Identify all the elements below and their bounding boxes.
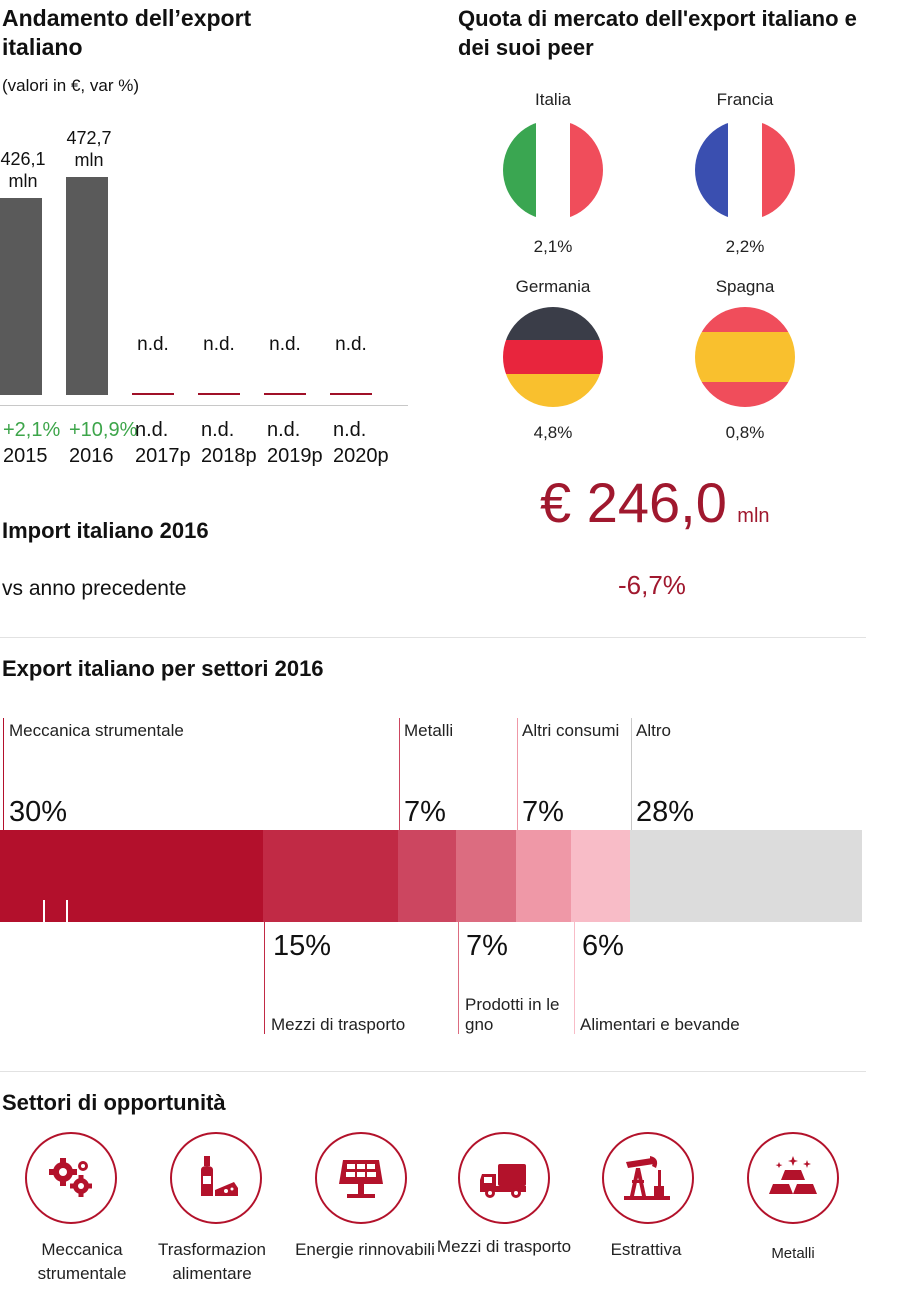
import-value-block: € 246,0 mln [540,470,770,535]
opportunity-label: Estrattiva [610,1240,682,1259]
spagna-flag-icon [695,307,795,407]
opportunity-label: Metalli [771,1245,815,1262]
bar-value-label: n.d. [203,334,235,355]
gold-bars-icon [747,1132,839,1224]
germania-flag-icon [503,307,603,407]
sector-label-mezzi: Mezzi di trasporto [271,1015,406,1034]
segment-metalli [398,830,456,922]
year-label: 2020p [333,445,389,467]
market-share-value: 2,2% [725,237,765,256]
opportunity-label: Energie rinnovabili [295,1240,435,1259]
export-trend-title: Andamento dell’export italiano [2,5,252,60]
bar-value-label: 426,1 mln [0,149,46,192]
country-name: Germania [515,277,591,296]
leader-line [264,922,265,1034]
oil-pump-icon [602,1132,694,1224]
section-divider [0,1071,866,1072]
leader-line [399,718,400,830]
year-label: 2016 [69,445,114,467]
leader-line [574,922,575,1034]
market-share-title: Quota di mercato dell'export italiano e … [458,6,857,60]
wine-cheese-icon [170,1132,262,1224]
import-change: -6,7% [618,570,686,600]
bar-nd-line [330,393,372,395]
bar-value-label: n.d. [335,334,367,355]
market-share-value: 0,8% [725,423,765,442]
sector-label-altro: Altro [636,721,671,740]
segment-tick [66,900,68,922]
year-label: 2017p [135,445,191,467]
variation-label: +2,1% [3,419,61,441]
sector-pct-altro: 28% [636,796,695,828]
variation-label: n.d. [267,419,301,441]
segment-alimentari [571,830,630,922]
import-unit: mln [737,505,770,527]
sector-label-alimentari: Alimentari e bevande [580,1015,740,1034]
bar-2015 [0,198,42,395]
year-label: 2019p [267,445,323,467]
bar-nd-line [132,393,174,395]
francia-flag-icon [695,120,795,220]
segment-altro [630,830,862,922]
variation-label: +10,9% [69,419,138,441]
opportunity-label: Trasformazion alimentare [157,1240,266,1283]
country-name: Francia [716,90,774,109]
segment-tick [43,900,45,922]
leader-line [3,718,4,830]
sectors-title: Export italiano per settori 2016 [2,656,324,681]
import-title: Import italiano 2016 [2,518,209,543]
chart-baseline [0,405,408,406]
bar-2016 [66,177,108,395]
sector-pct-prodotti-legno: 7% [466,930,508,962]
sector-label-meccanica: Meccanica strumentale [9,721,184,740]
sector-pct-mezzi: 15% [273,930,332,962]
opportunity-label: Meccanica strumentale [37,1240,127,1283]
segment-meccanica [0,830,263,922]
bar-value-label: n.d. [137,334,169,355]
country-name: Italia [535,90,571,109]
opportunities-title: Settori di opportunità [2,1090,226,1115]
market-share-value: 2,1% [533,237,573,256]
segment-prodotti-legno [456,830,516,922]
sector-pct-alimentari: 6% [582,930,624,962]
export-trend-subtitle: (valori in €, var %) [2,76,139,95]
leader-line [458,922,459,1034]
year-label: 2018p [201,445,257,467]
sector-label-altri-consumi: Altri consumi [522,721,620,740]
bar-value-label: 472,7 mln [66,128,112,170]
leader-line [517,718,518,830]
import-value: € 246,0 [540,471,727,534]
solar-panel-icon [315,1132,407,1224]
gears-icon [25,1132,117,1224]
bar-nd-line [264,393,306,395]
import-vs-label: vs anno precedente [2,577,187,600]
variation-label: n.d. [135,419,169,441]
country-name: Spagna [715,277,775,296]
sector-pct-metalli: 7% [404,796,446,828]
section-divider [0,637,866,638]
sector-label-prodotti-legno: Prodotti in le gno [465,995,560,1034]
opportunity-label: Mezzi di trasporto [436,1237,572,1256]
variation-label: n.d. [201,419,235,441]
italia-flag-icon [503,120,603,220]
bar-nd-line [198,393,240,395]
sector-label-metalli: Metalli [404,721,454,740]
sector-pct-meccanica: 30% [9,796,68,828]
market-share-value: 4,8% [533,423,573,442]
variation-label: n.d. [333,419,367,441]
segment-mezzi [263,830,398,922]
leader-line [631,718,632,830]
bar-value-label: n.d. [269,334,301,355]
year-label: 2015 [3,445,48,467]
sector-pct-altri-consumi: 7% [522,796,564,828]
segment-altri-consumi [516,830,571,922]
truck-icon [458,1132,550,1224]
